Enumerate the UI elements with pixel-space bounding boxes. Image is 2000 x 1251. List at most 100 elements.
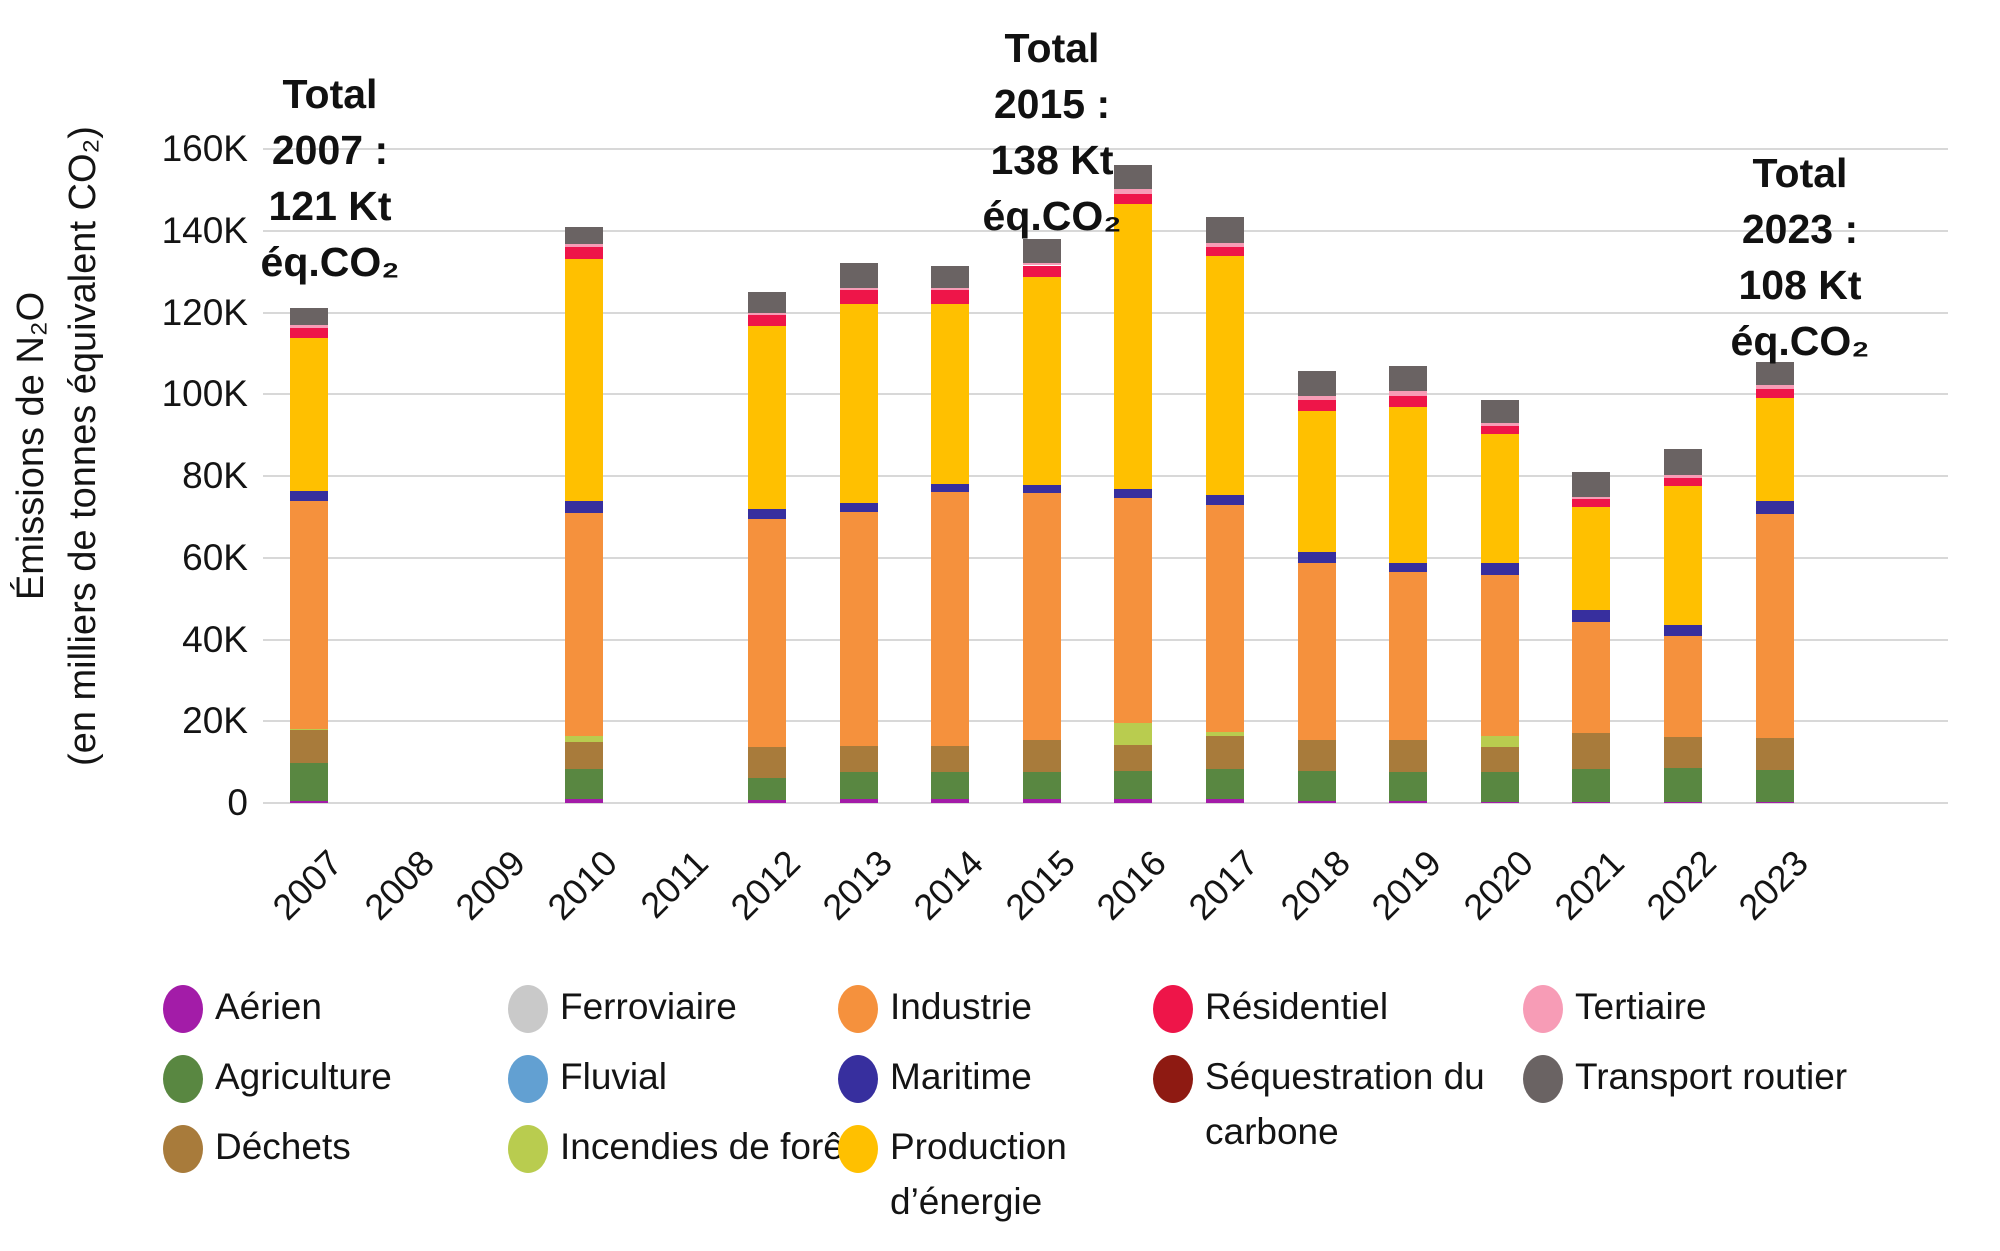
y-tick-label: 120K	[161, 291, 248, 333]
bar-segment-2023-Agriculture	[1755, 769, 1794, 803]
bar-2014	[931, 265, 970, 803]
bar-segment-2012-Agriculture	[748, 777, 786, 800]
total-annotation-line: éq.CO₂	[1730, 318, 1870, 364]
bar-segment-2016-Agriculture	[1114, 770, 1153, 800]
bar-segment-2017-Industrie	[1206, 505, 1244, 733]
bar-segment-2021-Agriculture	[1572, 768, 1611, 802]
y-tick-label: 40K	[182, 618, 248, 660]
bar-segment-2019-Tertiaire	[1389, 390, 1428, 397]
bar-segment-2023-Résidentiel	[1755, 389, 1794, 399]
bar-segment-2014-Aérien	[931, 799, 970, 803]
bar-segment-2014-Tertiaire	[931, 287, 970, 291]
gridline-140K	[263, 229, 1948, 232]
bar-segment-2022-Agriculture	[1664, 768, 1702, 803]
bar-segment-2015-Résidentiel	[1022, 265, 1061, 278]
bar-segment-2010-Maritime	[564, 500, 603, 513]
bar-segment-2015-Déchets	[1022, 740, 1061, 772]
bar-segment-2010-Résidentiel	[564, 247, 603, 260]
bar-segment-2021-Industrie	[1572, 621, 1611, 733]
bar-segment-2010-Agriculture	[564, 769, 603, 799]
bar-segment-2014-Agriculture	[931, 771, 970, 800]
bar-segment-2010-Aérien	[564, 798, 603, 803]
total-annotation-line: 138 Kt	[990, 137, 1114, 183]
bar-2021	[1572, 472, 1611, 803]
gridline-80K	[263, 475, 1948, 477]
bar-segment-2014-Maritime	[931, 483, 970, 492]
bar-segment-2007-Aérien	[290, 800, 328, 803]
bar-segment-2017-Transport routier	[1206, 217, 1244, 243]
bar-segment-2021-Transport routier	[1572, 472, 1611, 497]
total-annotation-line: 2007 :	[271, 127, 389, 173]
y-tick-label: 20K	[182, 700, 248, 742]
bar-segment-2019-Transport routier	[1389, 366, 1428, 391]
bar-segment-2023-Tertiaire	[1755, 384, 1794, 390]
legend-swatch-Incendies de forêt	[508, 1125, 548, 1173]
bar-segment-2010-Industrie	[564, 512, 603, 736]
bar-segment-2012-Aérien	[748, 799, 786, 803]
bar-segment-2007-Industrie	[290, 500, 328, 730]
legend-label-Tertiaire: Tertiaire	[1575, 986, 1707, 1027]
bar-segment-2019-Maritime	[1389, 562, 1428, 573]
bar-segment-2007-Déchets	[290, 730, 328, 763]
legend-swatch-Résidentiel	[1153, 985, 1193, 1033]
bar-segment-2019-Production d’énergie	[1389, 406, 1428, 563]
bar-segment-2012-Industrie	[748, 519, 786, 747]
bar-segment-2021-Déchets	[1572, 732, 1611, 769]
bar-segment-2010-Déchets	[564, 742, 603, 770]
y-tick-label: 80K	[182, 455, 248, 496]
bar-segment-2007-Transport routier	[290, 308, 328, 326]
bar-segment-2018-Transport routier	[1297, 370, 1336, 397]
total-annotation-line: éq.CO₂	[260, 239, 400, 285]
legend-swatch-Maritime	[838, 1055, 878, 1103]
bar-segment-2021-Aérien	[1572, 801, 1611, 803]
y-tick-label: 60K	[182, 536, 248, 578]
legend-swatch-Fluvial	[508, 1055, 548, 1103]
bar-segment-2018-Résidentiel	[1297, 399, 1336, 411]
bar-segment-2017-Maritime	[1206, 494, 1244, 506]
bar-segment-2020-Agriculture	[1480, 771, 1519, 802]
bar-segment-2012-Maritime	[748, 508, 786, 520]
total-annotation-2023: Total 2023 : 108 Kt éq.CO₂	[1670, 145, 1930, 369]
bar-2018	[1297, 370, 1336, 803]
bar-segment-2018-Tertiaire	[1297, 396, 1336, 400]
gridline-20K	[263, 720, 1948, 723]
bar-segment-2017-Aérien	[1206, 799, 1244, 803]
bar-segment-2017-Déchets	[1206, 735, 1244, 770]
bar-segment-2013-Transport routier	[839, 263, 878, 288]
legend-label-Agriculture: Agriculture	[215, 1056, 392, 1097]
gridline-160K	[263, 148, 1948, 150]
bar-segment-2013-Industrie	[839, 511, 878, 746]
bar-segment-2010-Transport routier	[564, 226, 603, 244]
gridline-100K	[263, 393, 1948, 396]
bar-segment-2022-Résidentiel	[1664, 478, 1702, 486]
legend-label-Résidentiel: Résidentiel	[1205, 986, 1389, 1027]
bar-segment-2013-Résidentiel	[839, 290, 878, 304]
bar-2013	[839, 263, 878, 803]
bar-segment-2021-Production d’énergie	[1572, 507, 1611, 611]
bar-segment-2007-Tertiaire	[290, 325, 328, 329]
bar-segment-2015-Transport routier	[1022, 238, 1061, 264]
bar-segment-2023-Industrie	[1755, 514, 1794, 739]
y-tick-label: 140K	[161, 209, 248, 251]
bar-segment-2007-Production d’énergie	[290, 338, 328, 492]
legend-label-Production d’énergie: Production d’énergie	[890, 1126, 1067, 1222]
bar-segment-2016-Production d’énergie	[1114, 204, 1153, 490]
bar-segment-2012-Déchets	[748, 746, 786, 778]
bar-2007	[290, 308, 328, 803]
legend-label-Incendies de forêt: Incendies de forêt	[560, 1126, 855, 1167]
bar-segment-2019-Agriculture	[1389, 771, 1428, 801]
bar-2019	[1389, 366, 1428, 803]
bar-segment-2014-Résidentiel	[931, 290, 970, 304]
bar-segment-2016-Résidentiel	[1114, 193, 1153, 205]
total-annotation-line: Total	[1752, 150, 1848, 196]
bar-segment-2022-Tertiaire	[1664, 474, 1702, 479]
bar-segment-2014-Déchets	[931, 745, 970, 772]
bar-segment-2012-Transport routier	[748, 292, 786, 313]
bar-segment-2020-Maritime	[1480, 563, 1519, 576]
bar-segment-2012-Résidentiel	[748, 314, 786, 326]
bar-segment-2007-Résidentiel	[290, 328, 328, 339]
bar-segment-2010-Incendies de forêt	[564, 735, 603, 743]
bar-segment-2016-Déchets	[1114, 744, 1153, 771]
bar-2010	[564, 226, 603, 803]
